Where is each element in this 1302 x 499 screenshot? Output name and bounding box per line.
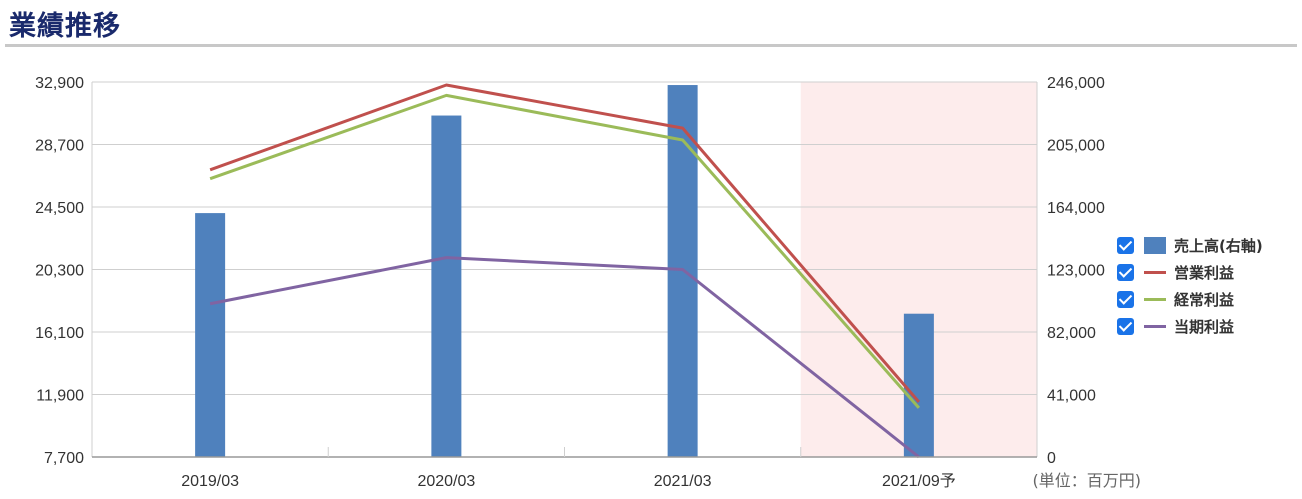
unit-label: (単位：百万円): [1033, 471, 1142, 490]
series-line: [209, 256, 920, 459]
legend-checkbox[interactable]: [1117, 264, 1134, 281]
right-axis-tick-label: 0: [1047, 450, 1056, 467]
right-axis-tick-label: 82,000: [1047, 325, 1096, 342]
legend-label: 経常利益: [1174, 291, 1235, 309]
left-axis-tick-label: 32,900: [35, 75, 84, 92]
right-axis-tick-label: 246,000: [1047, 75, 1105, 92]
bar-sales: [431, 115, 462, 457]
legend-swatch: [1144, 237, 1166, 254]
right-axis-tick-label: 123,000: [1047, 263, 1105, 280]
legend-item[interactable]: 当期利益: [1117, 313, 1263, 340]
legend: 売上高(右軸) 営業利益経常利益当期利益: [1117, 232, 1263, 340]
legend-swatch: [1144, 298, 1166, 301]
series-line: [209, 93, 920, 409]
legend-swatch: [1144, 271, 1166, 274]
legend-checkbox[interactable]: [1117, 291, 1134, 308]
legend-checkbox[interactable]: [1117, 318, 1134, 335]
x-axis-tick-label: 2019/03: [181, 473, 239, 490]
bar-sales: [195, 213, 226, 457]
left-axis-tick-label: 28,700: [35, 138, 84, 155]
left-axis-tick-label: 11,900: [36, 388, 84, 405]
legend-item[interactable]: 売上高(右軸): [1117, 232, 1263, 259]
x-axis-tick-label: 2021/03: [654, 473, 712, 490]
x-axis-tick-label: 2020/03: [417, 473, 475, 490]
legend-item[interactable]: 営業利益: [1117, 259, 1263, 286]
legend-label: 売上高(右軸): [1174, 237, 1263, 255]
right-axis-tick-label: 205,000: [1047, 138, 1105, 155]
title-divider: [5, 44, 1297, 47]
left-axis-tick-label: 24,500: [35, 200, 84, 217]
page-title: 業績推移: [9, 11, 121, 42]
x-axis-tick-label: 2021/09予: [882, 472, 956, 490]
legend-item[interactable]: 経常利益: [1117, 286, 1263, 313]
right-axis-tick-label: 164,000: [1047, 200, 1105, 217]
series-line: [209, 83, 921, 403]
legend-swatch: [1144, 325, 1166, 328]
legend-checkbox[interactable]: [1117, 237, 1134, 254]
legend-label: 当期利益: [1174, 318, 1235, 336]
right-axis-tick-label: 41,000: [1047, 388, 1096, 405]
legend-label: 営業利益: [1174, 264, 1235, 282]
left-axis-tick-label: 16,100: [35, 325, 84, 342]
left-axis-tick-label: 7,700: [44, 450, 84, 467]
left-axis-tick-label: 20,300: [35, 263, 84, 280]
bar-sales: [903, 313, 934, 457]
